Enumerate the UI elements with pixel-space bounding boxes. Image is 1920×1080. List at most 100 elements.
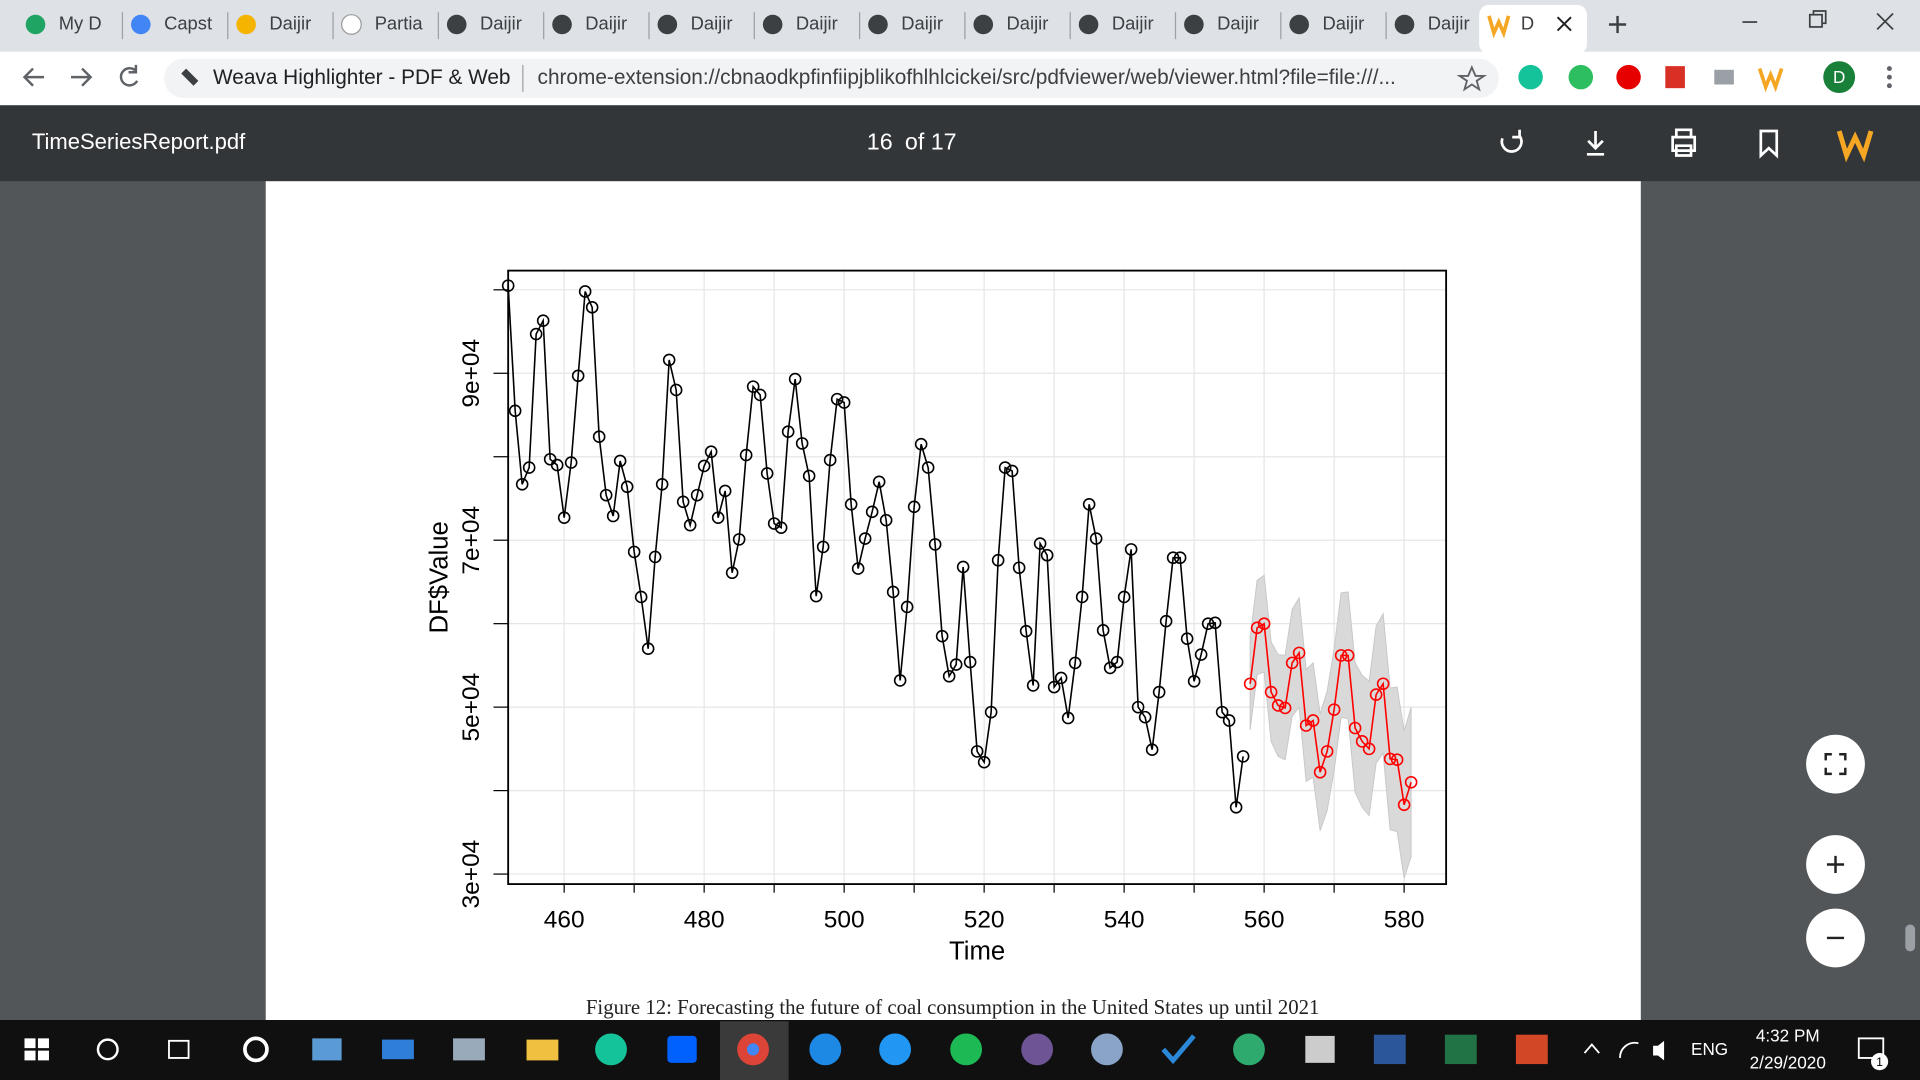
tab[interactable]: Daijir bbox=[973, 12, 1071, 40]
tab[interactable]: Daijir bbox=[1289, 12, 1387, 40]
data-point bbox=[872, 475, 886, 489]
tab[interactable]: Daijir bbox=[446, 12, 545, 40]
tray-expand[interactable] bbox=[1583, 1043, 1600, 1054]
search-button[interactable] bbox=[96, 1038, 119, 1061]
data-point bbox=[1236, 750, 1250, 763]
language-indicator[interactable]: ENG bbox=[1691, 1039, 1728, 1059]
task-view-button[interactable] bbox=[168, 1039, 190, 1059]
tab-title: My D bbox=[59, 12, 102, 33]
rotate-button[interactable] bbox=[1500, 129, 1523, 153]
tab[interactable]: Daijir bbox=[762, 12, 861, 40]
data-point bbox=[690, 488, 704, 502]
menu-button[interactable] bbox=[1886, 66, 1892, 89]
tab[interactable]: Daijir bbox=[552, 12, 650, 40]
bookmark-button[interactable] bbox=[1759, 129, 1779, 159]
data-point bbox=[760, 467, 774, 480]
fit-button[interactable] bbox=[1806, 734, 1865, 794]
evernote-icon[interactable] bbox=[1568, 64, 1594, 90]
tab[interactable]: Daijir bbox=[868, 12, 966, 40]
tab[interactable]: Capst bbox=[131, 12, 229, 40]
explorer-icon[interactable] bbox=[526, 1039, 559, 1061]
tab[interactable]: Daijir bbox=[1184, 12, 1282, 40]
atom-icon[interactable] bbox=[1233, 1033, 1265, 1066]
dropbox-taskbar-icon[interactable] bbox=[667, 1035, 697, 1063]
calculator-icon[interactable] bbox=[1305, 1035, 1335, 1063]
edge-icon[interactable] bbox=[809, 1033, 842, 1066]
bookmark-star[interactable] bbox=[1456, 65, 1488, 92]
data-point bbox=[921, 461, 935, 474]
data-point bbox=[795, 437, 809, 450]
grammarly-taskbar-icon[interactable] bbox=[595, 1033, 627, 1066]
dropbox-icon[interactable] bbox=[1714, 69, 1734, 85]
plot-frame bbox=[507, 269, 1448, 885]
data-point bbox=[1397, 798, 1411, 812]
data-point bbox=[865, 505, 879, 519]
window-controls[interactable] bbox=[1742, 10, 1894, 30]
print-button[interactable] bbox=[1671, 128, 1697, 157]
app-icon[interactable] bbox=[312, 1038, 342, 1061]
mail-icon[interactable] bbox=[382, 1039, 414, 1060]
tab-icon bbox=[973, 14, 994, 35]
r-icon[interactable] bbox=[1091, 1033, 1123, 1066]
data-point bbox=[1040, 548, 1054, 562]
x-tick-label: 520 bbox=[964, 906, 1005, 933]
tab-title: Daijir bbox=[901, 12, 943, 33]
tab[interactable]: Partia bbox=[341, 12, 439, 40]
data-point bbox=[1362, 742, 1376, 756]
clock-date[interactable]: 2/29/2020 bbox=[1750, 1053, 1826, 1073]
excel-icon[interactable] bbox=[1444, 1034, 1477, 1065]
y-tick-label: 7e+04 bbox=[458, 506, 485, 575]
data-point bbox=[1152, 685, 1166, 699]
page-number[interactable]: 16 bbox=[867, 128, 893, 154]
action-center[interactable] bbox=[1857, 1037, 1885, 1059]
data-point bbox=[1355, 735, 1369, 748]
clock-time[interactable]: 4:32 PM bbox=[1756, 1026, 1820, 1046]
data-point bbox=[907, 500, 921, 514]
weava-button[interactable] bbox=[1836, 130, 1874, 163]
forward-button[interactable] bbox=[71, 67, 93, 87]
adblock-icon[interactable] bbox=[1616, 64, 1641, 90]
app-icon[interactable] bbox=[453, 1038, 485, 1061]
tab[interactable]: My D bbox=[25, 12, 124, 40]
tab-icon bbox=[1289, 14, 1309, 35]
pdf-toolbar bbox=[0, 105, 1920, 182]
data-point bbox=[508, 404, 522, 418]
data-point bbox=[529, 327, 543, 341]
tab-icon bbox=[446, 14, 467, 35]
tab-title: Capst bbox=[164, 12, 212, 33]
new-tab-button[interactable] bbox=[1608, 15, 1627, 34]
settings-icon[interactable] bbox=[243, 1036, 269, 1063]
start-button[interactable] bbox=[24, 1038, 49, 1061]
bookmark-ext-icon[interactable] bbox=[1665, 66, 1685, 89]
tab-icon bbox=[552, 14, 572, 35]
x-tick-label: 460 bbox=[544, 906, 585, 933]
data-point bbox=[1222, 714, 1236, 727]
powerpoint-icon[interactable] bbox=[1515, 1034, 1548, 1065]
data-point bbox=[606, 509, 620, 523]
tab[interactable]: Daijir bbox=[657, 12, 755, 40]
tab[interactable]: Daijir bbox=[1078, 12, 1177, 40]
tab[interactable]: D bbox=[1479, 4, 1587, 54]
spotify-icon[interactable] bbox=[950, 1033, 983, 1066]
grammarly-icon[interactable] bbox=[1518, 64, 1543, 90]
todo-icon[interactable] bbox=[1161, 1034, 1196, 1065]
reload-button[interactable] bbox=[119, 64, 139, 87]
data-point bbox=[515, 477, 529, 491]
network-icon[interactable] bbox=[1619, 1041, 1639, 1058]
tab[interactable]: Daijir bbox=[236, 12, 334, 40]
github-icon[interactable] bbox=[1021, 1033, 1054, 1066]
profile-avatar[interactable] bbox=[1823, 61, 1856, 94]
omnibox[interactable] bbox=[164, 58, 1499, 98]
weava-icon[interactable] bbox=[1757, 67, 1784, 93]
scrollbar-thumb[interactable] bbox=[1905, 924, 1916, 952]
data-point bbox=[809, 589, 823, 603]
data-point bbox=[781, 425, 795, 439]
data-point bbox=[536, 314, 550, 327]
skype-icon[interactable] bbox=[879, 1033, 912, 1066]
tab-close[interactable] bbox=[1556, 16, 1572, 32]
download-button[interactable] bbox=[1586, 131, 1605, 156]
word-icon[interactable] bbox=[1373, 1034, 1406, 1065]
back-button[interactable] bbox=[22, 67, 45, 87]
data-point bbox=[949, 658, 963, 671]
